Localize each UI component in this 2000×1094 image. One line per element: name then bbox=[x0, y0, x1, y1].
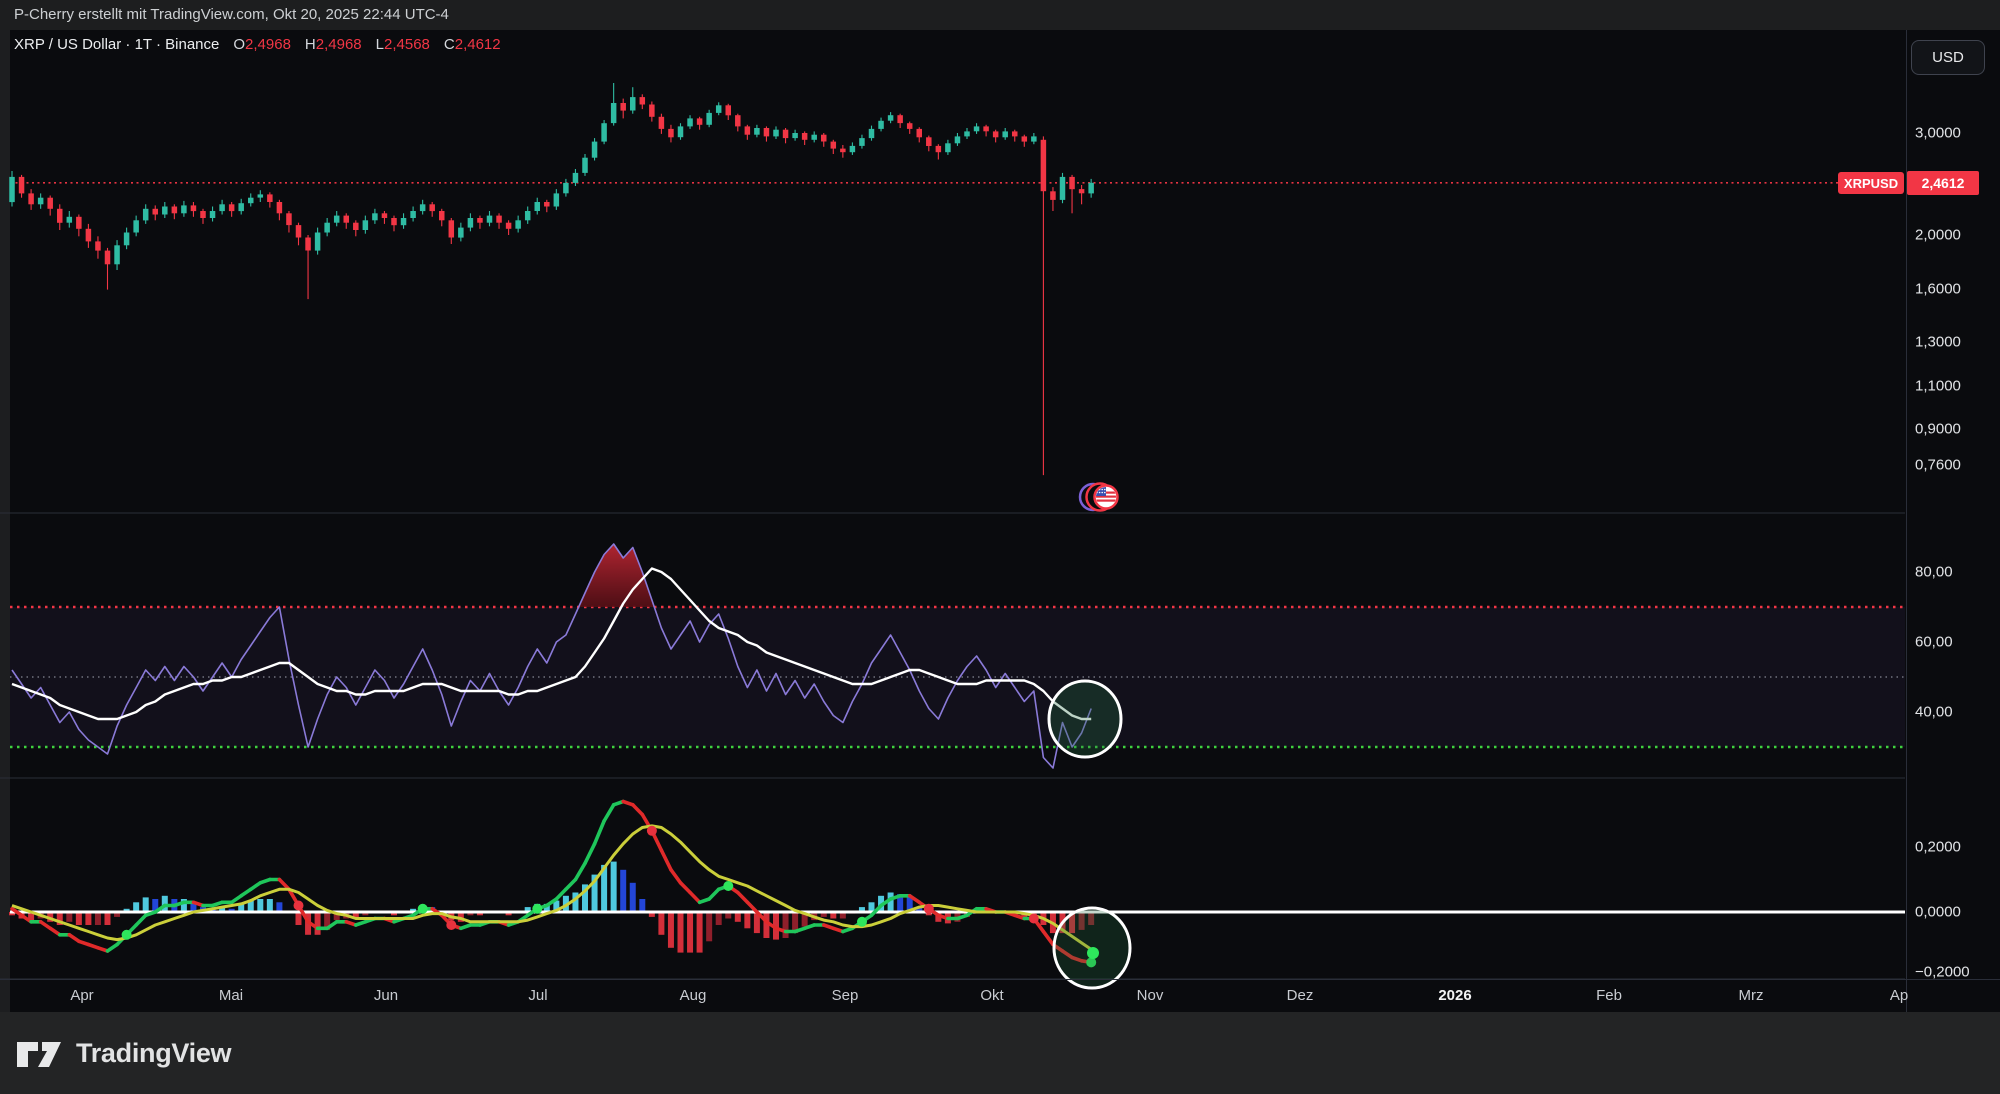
time-axis[interactable]: Apr Mai Jun Jul Aug Sep Okt Nov Dez 2026 Feb Mrz Ap bbox=[0, 979, 2000, 1013]
attribution-bar: P-Cherry erstellt mit TradingView.com, O… bbox=[0, 0, 2000, 30]
rsi-axis-label: 60,00 bbox=[1915, 633, 1953, 651]
price-axis[interactable]: USD 3,0000 2,0000 1,6000 1,3000 1,1000 0,9000… bbox=[1906, 30, 2000, 1012]
rsi-axis-label: 40,00 bbox=[1915, 703, 1953, 721]
macd-axis-label: −0,2000 bbox=[1915, 963, 1970, 981]
price-line-symbol-label: XRPUSD bbox=[1838, 172, 1904, 194]
time-axis-month-label: Sep bbox=[831, 987, 859, 1004]
time-axis-month-label: Ap bbox=[1889, 987, 1909, 1004]
ohlc-values: O2,4968 H2,4968 L2,4568 C2,4612 bbox=[219, 36, 500, 53]
time-axis-month-label: Jul bbox=[528, 987, 548, 1004]
ohlc-low: L2,4568 bbox=[375, 36, 430, 53]
macd-pane[interactable] bbox=[10, 778, 1905, 979]
macd-axis-label: 0,2000 bbox=[1915, 838, 1961, 856]
time-axis-year-label: 2026 bbox=[1438, 987, 1472, 1004]
time-axis-month-label: Nov bbox=[1136, 987, 1164, 1004]
last-price-axis-label: 2,4612 bbox=[1907, 171, 1979, 195]
tradingview-logo-text[interactable]: TradingView bbox=[76, 1037, 232, 1068]
price-axis-label: 1,6000 bbox=[1915, 280, 1961, 298]
left-edge-strip bbox=[0, 30, 10, 1012]
last-price-text: 2,4612 bbox=[1921, 175, 1965, 191]
macd-axis-label: 0,0000 bbox=[1915, 903, 1961, 921]
main-price-pane[interactable] bbox=[10, 30, 1905, 513]
time-axis-month-label: Jun bbox=[373, 987, 399, 1004]
price-axis-label: 3,0000 bbox=[1915, 124, 1961, 142]
symbol-legend[interactable]: XRP / US Dollar · 1T · Binance O2,4968 H2,… bbox=[14, 33, 501, 57]
price-axis-label: 1,3000 bbox=[1915, 333, 1961, 351]
time-axis-month-label: Aug bbox=[679, 987, 707, 1004]
symbol-title: XRP / US Dollar · 1T · Binance bbox=[14, 36, 220, 53]
footer-bar: TradingView bbox=[0, 1012, 2000, 1094]
time-axis-month-label: Mrz bbox=[1738, 987, 1764, 1004]
time-axis-month-label: Okt bbox=[980, 987, 1004, 1004]
time-axis-month-label: Dez bbox=[1286, 987, 1314, 1004]
ohlc-high: H2,4968 bbox=[304, 36, 362, 53]
rsi-pane[interactable] bbox=[10, 513, 1905, 778]
currency-toggle-button[interactable]: USD bbox=[1911, 40, 1985, 75]
time-axis-month-label: Mai bbox=[218, 987, 244, 1004]
ohlc-open: O2,4968 bbox=[233, 36, 291, 53]
price-line-symbol-text: XRPUSD bbox=[1843, 175, 1899, 191]
price-axis-label: 0,9000 bbox=[1915, 420, 1961, 438]
time-axis-month-label: Apr bbox=[70, 987, 94, 1004]
price-axis-label: 1,1000 bbox=[1915, 377, 1961, 395]
rsi-axis-label: 80,00 bbox=[1915, 563, 1953, 581]
ohlc-close: C2,4612 bbox=[443, 36, 501, 53]
attribution-text: P-Cherry erstellt mit TradingView.com, O… bbox=[14, 6, 449, 23]
price-axis-label: 0,7600 bbox=[1915, 456, 1961, 474]
price-axis-label: 2,0000 bbox=[1915, 226, 1961, 244]
currency-label: USD bbox=[1932, 49, 1964, 66]
time-axis-month-label: Feb bbox=[1596, 987, 1622, 1004]
tradingview-logo-icon[interactable] bbox=[14, 1035, 66, 1071]
